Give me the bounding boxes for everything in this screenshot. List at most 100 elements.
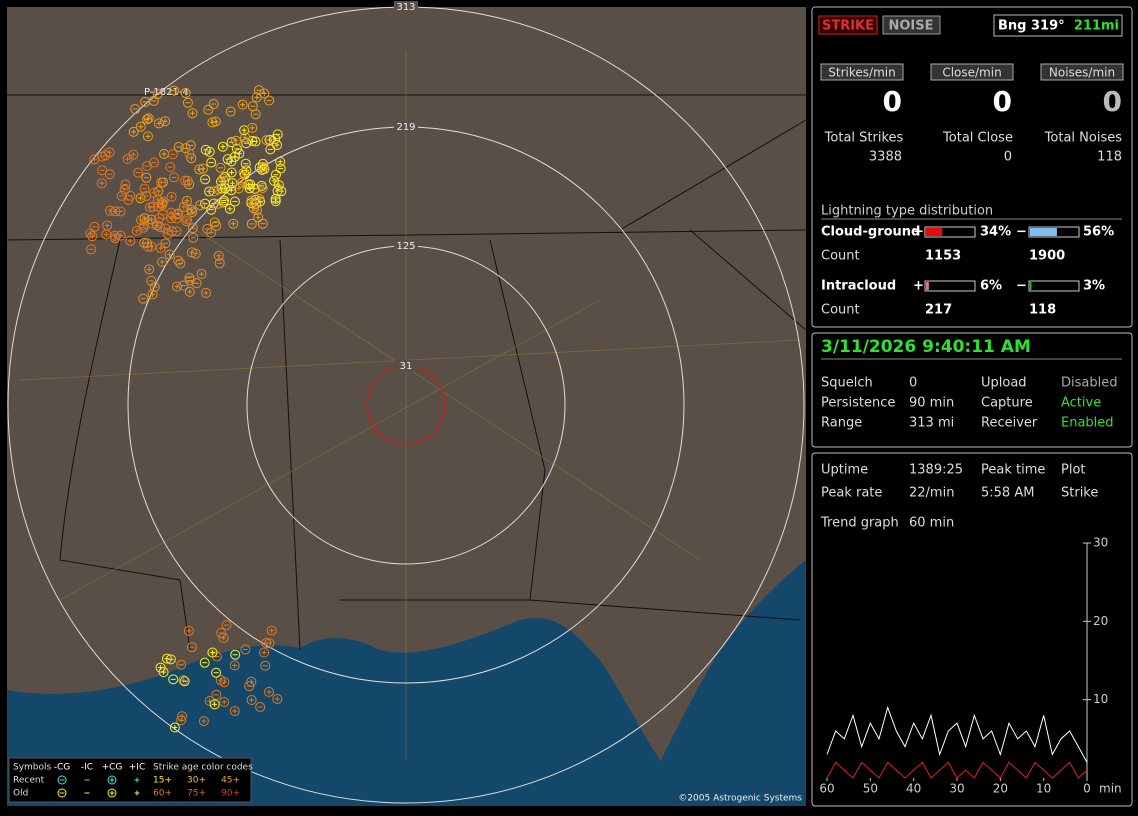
strike-symbol	[203, 104, 214, 115]
percent-bar	[1030, 282, 1032, 290]
strike-symbol	[141, 172, 152, 183]
rate-label: Close/min	[942, 66, 1001, 80]
strike-symbol	[166, 191, 177, 202]
strike-symbol	[209, 699, 220, 710]
strike-symbol	[165, 654, 176, 665]
sign: −	[1016, 279, 1027, 294]
strike-symbol	[251, 92, 262, 103]
strike-symbol	[260, 660, 271, 671]
strike-symbol	[138, 293, 149, 304]
strike-symbol	[177, 711, 188, 722]
strike-symbol	[231, 135, 242, 146]
strike-symbol	[133, 167, 144, 178]
rate-value: 0	[883, 85, 902, 118]
strike-symbol	[225, 106, 236, 117]
strike-symbol	[153, 118, 164, 129]
clock: 3/11/2026 9:40:11 AM	[821, 337, 1031, 357]
strike-button[interactable]	[818, 15, 878, 35]
strike-symbol	[173, 141, 184, 152]
strike-symbol	[254, 193, 265, 204]
strike-symbol	[178, 675, 189, 686]
strike-symbol	[135, 193, 146, 204]
strike-symbol	[246, 218, 257, 229]
strike-symbol	[158, 196, 169, 207]
sign: −	[1016, 225, 1027, 240]
rate-value: 0	[993, 85, 1012, 118]
setting: 0	[909, 376, 917, 391]
strike-symbol	[115, 230, 126, 241]
strike-symbol	[169, 722, 180, 733]
ring-label-bg	[394, 121, 418, 133]
range-rings: 313 219 125 31 P-1821-4	[7, 1, 805, 804]
y-tick-label: 20	[1093, 614, 1108, 628]
strike-symbol	[226, 156, 237, 167]
strike-symbol	[164, 249, 175, 260]
strike-symbol	[142, 238, 153, 249]
legend-age: 45+	[221, 776, 240, 786]
strike-symbol	[226, 185, 237, 196]
noise-button[interactable]	[882, 15, 941, 35]
strike-symbol	[216, 627, 227, 638]
strike-symbol	[275, 156, 286, 167]
trend-line	[826, 705, 1088, 763]
strike-symbol	[270, 193, 281, 204]
ring-label-bg	[394, 360, 418, 372]
legend-age: 60+	[153, 789, 172, 799]
percent-label: 6%	[980, 279, 1002, 294]
setting: 313 mi	[909, 416, 954, 431]
strike-symbol	[199, 657, 210, 668]
stats-panel	[811, 452, 1133, 807]
strike-symbol	[139, 183, 150, 194]
ring-label-bg	[394, 1, 418, 13]
bearing: Bng 319°	[998, 19, 1065, 34]
strike-symbol	[246, 695, 257, 706]
strike-symbol	[195, 200, 206, 211]
strike-symbol	[184, 272, 195, 283]
strike-symbol	[167, 149, 178, 160]
strike-symbol	[218, 632, 229, 643]
strike-symbol	[157, 256, 168, 267]
strike-symbol	[211, 220, 222, 231]
total-label: Total Noises	[1044, 131, 1123, 146]
strike-symbol	[219, 697, 230, 708]
strike-symbol	[86, 244, 97, 255]
ring-label-bg	[394, 240, 418, 252]
rate-label-box	[930, 63, 1014, 81]
strike-symbol	[206, 204, 217, 215]
strike-symbol	[275, 163, 286, 174]
legend-header: +IC	[129, 763, 145, 773]
legend-age: 30+	[187, 776, 206, 786]
trend-line	[826, 761, 1088, 779]
strike-symbol	[136, 215, 147, 226]
strike-symbol	[176, 715, 187, 726]
strike-symbol	[248, 203, 259, 214]
strike-symbol	[237, 99, 248, 110]
strike-symbol	[182, 97, 193, 108]
strike-symbol	[202, 223, 213, 234]
strike-symbol	[206, 227, 217, 238]
percent-label: 3%	[1083, 279, 1105, 294]
strike-symbol	[250, 136, 261, 147]
setting: Receiver	[981, 416, 1038, 431]
strike-symbol	[96, 178, 107, 189]
x-unit: min	[1099, 782, 1122, 796]
legend-header: -CG	[54, 763, 71, 773]
count-value: 118	[1029, 303, 1056, 318]
stat: Peak time	[981, 463, 1045, 478]
strike-symbol	[259, 647, 270, 658]
setting: Disabled	[1061, 376, 1117, 391]
legend-age: 75+	[187, 789, 206, 799]
legend-symbol	[57, 775, 67, 785]
strike-symbol	[266, 625, 277, 636]
strike-symbol	[240, 132, 251, 143]
site-label: P-1821-4	[144, 87, 189, 98]
strike-symbol	[178, 202, 189, 213]
legend-header: +CG	[102, 763, 123, 773]
legend-age: 15+	[153, 776, 172, 786]
legend-row: Old	[13, 789, 28, 799]
strike-symbol	[204, 695, 215, 706]
strike-symbol	[182, 214, 193, 225]
strike-symbol	[241, 138, 252, 149]
strike-symbol	[142, 161, 153, 172]
ring-label: 31	[400, 361, 413, 372]
